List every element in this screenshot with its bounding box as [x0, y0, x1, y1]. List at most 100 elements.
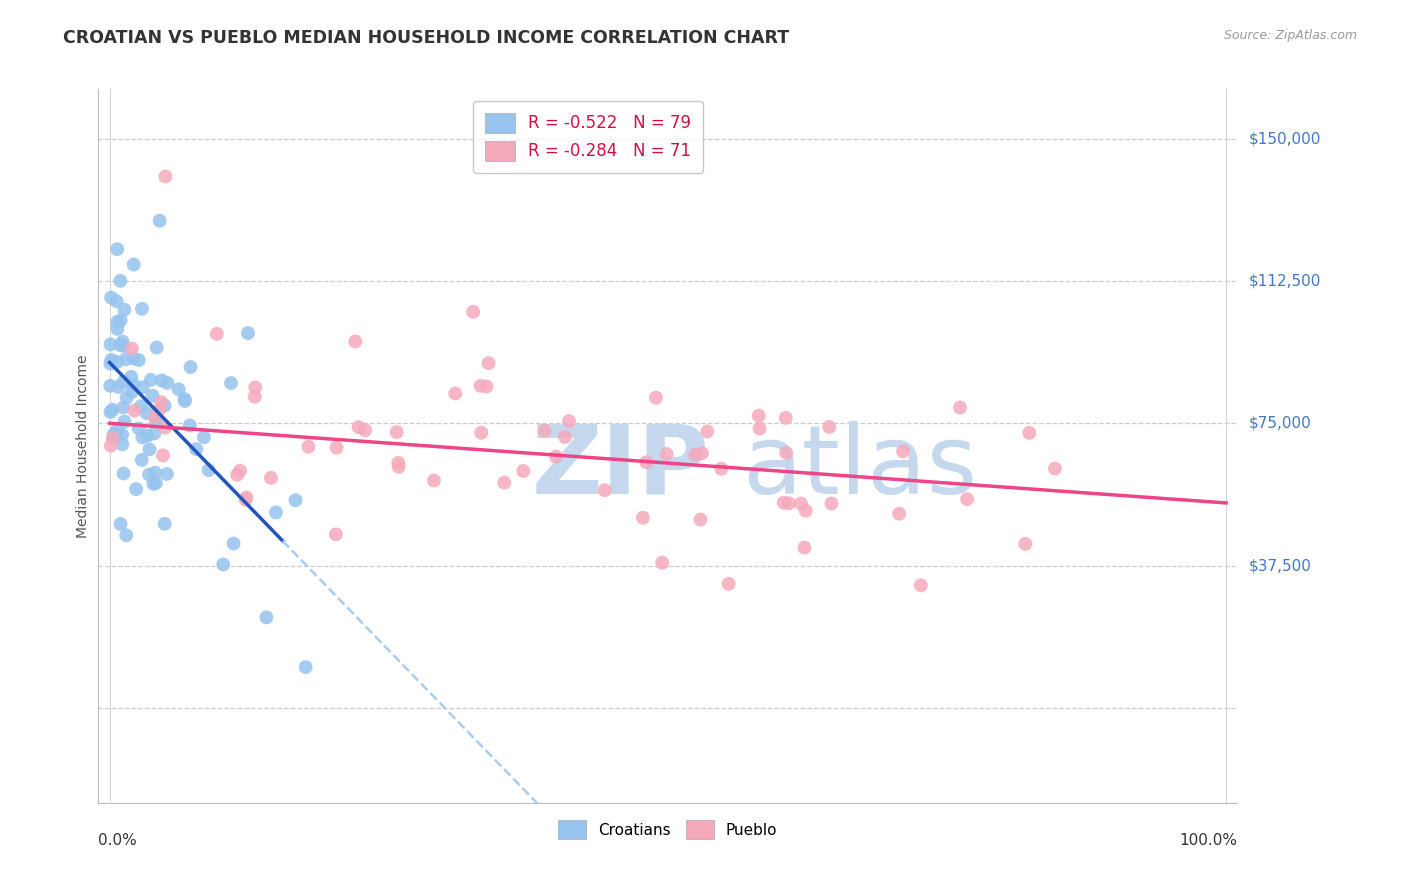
Point — [145, 341, 167, 355]
Point — [325, 527, 347, 541]
Point — [100, 357, 122, 371]
Legend: R = -0.522   N = 79, R = -0.284   N = 71: R = -0.522 N = 79, R = -0.284 N = 71 — [474, 101, 703, 172]
Point — [138, 467, 160, 482]
Point — [205, 326, 228, 341]
Point — [149, 213, 172, 227]
Point — [122, 351, 145, 366]
Point — [423, 474, 446, 488]
Point — [142, 389, 165, 403]
Point — [122, 377, 145, 392]
Point — [131, 453, 153, 467]
Point — [325, 441, 347, 455]
Point — [121, 342, 143, 356]
Point — [245, 380, 267, 394]
Point — [229, 464, 252, 478]
Text: CROATIAN VS PUEBLO MEDIAN HOUSEHOLD INCOME CORRELATION CHART: CROATIAN VS PUEBLO MEDIAN HOUSEHOLD INCO… — [63, 29, 789, 47]
Point — [470, 379, 492, 393]
Point — [593, 483, 616, 498]
Point — [256, 610, 278, 624]
Point — [129, 399, 152, 413]
Point — [143, 426, 166, 441]
Y-axis label: Median Household Income: Median Household Income — [76, 354, 90, 538]
Point — [115, 528, 138, 542]
Point — [155, 420, 177, 434]
Point — [717, 577, 740, 591]
Point — [645, 391, 668, 405]
Point — [235, 492, 257, 507]
Point — [174, 393, 197, 408]
Point — [128, 421, 150, 435]
Point — [354, 423, 377, 437]
Point — [132, 380, 155, 394]
Point — [100, 439, 122, 453]
Point — [778, 496, 800, 510]
Point — [124, 403, 146, 417]
Point — [558, 414, 581, 428]
Point — [173, 392, 195, 406]
Point — [125, 482, 148, 496]
Point — [122, 258, 145, 272]
Point — [470, 425, 492, 440]
Point — [710, 461, 733, 475]
Point — [98, 379, 121, 393]
Point — [512, 464, 534, 478]
Point — [150, 373, 173, 387]
Point — [120, 369, 142, 384]
Point — [533, 424, 555, 438]
Point — [139, 373, 162, 387]
Point — [891, 444, 914, 458]
Point — [101, 402, 124, 417]
Point — [689, 512, 711, 526]
Point — [110, 338, 132, 352]
Point — [110, 274, 132, 288]
Point — [100, 337, 122, 351]
Point — [167, 382, 190, 396]
Point — [344, 334, 367, 349]
Point — [105, 322, 128, 336]
Point — [156, 467, 179, 481]
Point — [111, 427, 134, 442]
Text: 0.0%: 0.0% — [98, 833, 138, 848]
Point — [103, 431, 125, 445]
Point — [748, 421, 770, 435]
Point — [284, 493, 307, 508]
Point — [145, 475, 167, 490]
Point — [793, 541, 815, 555]
Point — [138, 442, 160, 457]
Point — [385, 425, 408, 439]
Point — [112, 467, 135, 481]
Point — [131, 301, 153, 316]
Point — [179, 418, 201, 433]
Text: 100.0%: 100.0% — [1180, 833, 1237, 848]
Point — [818, 420, 841, 434]
Point — [111, 339, 134, 353]
Point — [131, 430, 153, 444]
Point — [143, 466, 166, 480]
Point — [772, 496, 794, 510]
Point — [100, 353, 122, 368]
Point — [105, 355, 128, 369]
Point — [226, 467, 249, 482]
Point — [1014, 537, 1036, 551]
Point — [444, 386, 467, 401]
Point — [100, 291, 122, 305]
Point — [121, 384, 143, 399]
Text: $37,500: $37,500 — [1249, 558, 1312, 573]
Point — [347, 420, 370, 434]
Point — [631, 510, 654, 524]
Point — [294, 660, 316, 674]
Point — [143, 409, 166, 424]
Point — [685, 448, 707, 462]
Point — [794, 503, 817, 517]
Point — [651, 556, 673, 570]
Point — [105, 315, 128, 329]
Point — [115, 391, 138, 405]
Point — [790, 497, 813, 511]
Point — [212, 558, 235, 572]
Point — [690, 446, 713, 460]
Point — [112, 401, 135, 415]
Point — [222, 536, 245, 550]
Point — [186, 442, 208, 457]
Point — [111, 437, 134, 451]
Point — [150, 395, 173, 409]
